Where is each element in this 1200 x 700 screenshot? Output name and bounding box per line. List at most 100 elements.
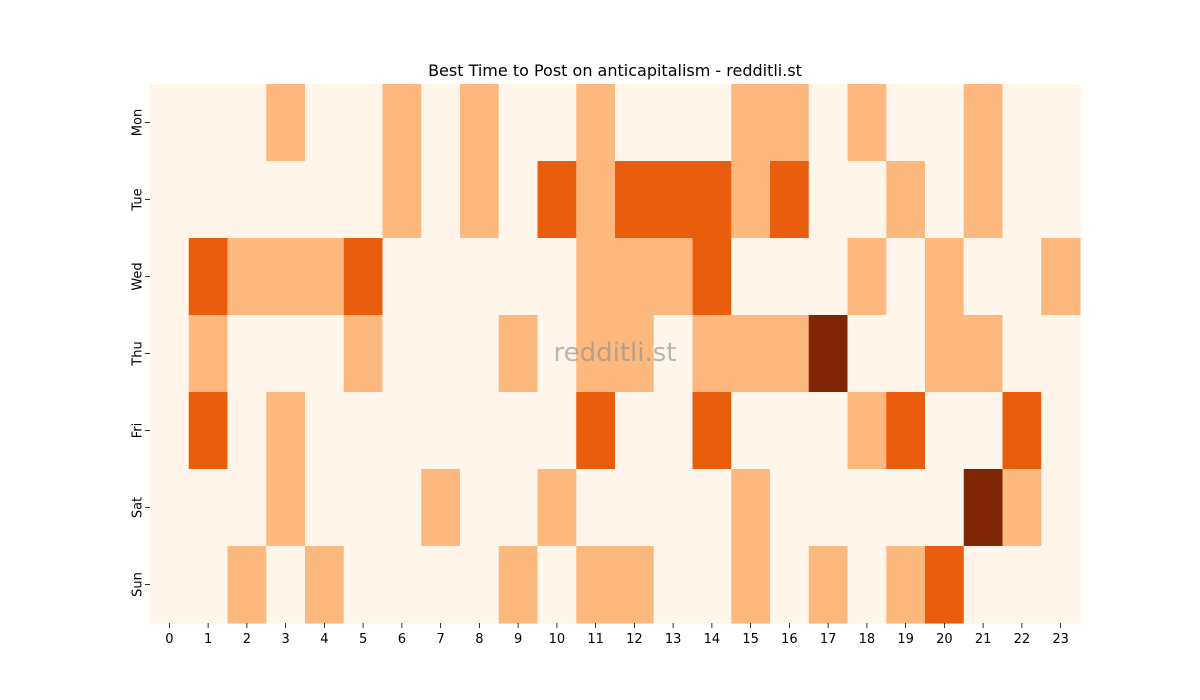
heatmap-cell-wed-22 (1002, 238, 1042, 316)
heatmap-cell-mon-5 (343, 84, 384, 162)
heatmap-cell-fri-5 (343, 392, 384, 470)
heatmap-cell-tue-18 (847, 161, 887, 239)
heatmap-cell-thu-1 (188, 315, 229, 393)
heatmap-cell-mon-12 (615, 84, 655, 162)
heatmap-cell-wed-11 (576, 238, 616, 316)
heatmap-cell-fri-18 (847, 392, 887, 470)
x-tick-label: 23 (1052, 632, 1069, 647)
x-tick-label: 18 (859, 632, 876, 647)
heatmap-cell-thu-21 (963, 315, 1004, 393)
heatmap-cell-sat-9 (498, 469, 539, 547)
heatmap-cell-thu-13 (653, 315, 694, 393)
x-tick-label: 19 (897, 632, 914, 647)
heatmap-cell-wed-3 (266, 238, 306, 316)
heatmap-cell-wed-6 (382, 238, 422, 316)
heatmap-cell-mon-13 (653, 84, 694, 162)
heatmap-cell-mon-9 (498, 84, 539, 162)
heatmap-cell-fri-9 (498, 392, 539, 470)
heatmap-cell-sun-2 (227, 546, 267, 624)
heatmap-cell-tue-10 (537, 161, 577, 239)
x-tick-label: 12 (626, 632, 643, 647)
heatmap-cell-fri-14 (692, 392, 732, 470)
heatmap-cell-fri-13 (653, 392, 694, 470)
heatmap-cell-wed-13 (653, 238, 694, 316)
heatmap-cell-thu-23 (1041, 315, 1081, 393)
heatmap-cell-fri-6 (382, 392, 422, 470)
x-tick-label: 7 (436, 632, 444, 647)
heatmap-cell-mon-10 (537, 84, 577, 162)
heatmap-cell-thu-14 (692, 315, 732, 393)
heatmap-cell-sat-1 (188, 469, 229, 547)
heatmap-cell-tue-23 (1041, 161, 1081, 239)
heatmap-cell-sat-16 (770, 469, 810, 547)
heatmap-cell-sat-18 (847, 469, 887, 547)
heatmap-cell-mon-20 (925, 84, 965, 162)
heatmap-cell-mon-1 (188, 84, 229, 162)
heatmap-cell-sat-10 (537, 469, 577, 547)
heatmap-cell-thu-22 (1002, 315, 1042, 393)
heatmap-cell-thu-12 (615, 315, 655, 393)
heatmap-cell-tue-20 (925, 161, 965, 239)
heatmap-cell-fri-15 (731, 392, 771, 470)
heatmap-cell-sat-7 (421, 469, 461, 547)
heatmap-cell-sun-1 (188, 546, 229, 624)
heatmap-cell-mon-22 (1002, 84, 1042, 162)
heatmap-cell-tue-14 (692, 161, 732, 239)
heatmap-cell-mon-6 (382, 84, 422, 162)
heatmap-cell-tue-2 (227, 161, 267, 239)
heatmap-cell-tue-6 (382, 161, 422, 239)
heatmap-cell-wed-8 (460, 238, 500, 316)
heatmap-cell-thu-6 (382, 315, 422, 393)
x-tick-label: 13 (665, 632, 682, 647)
heatmap-cell-sun-5 (343, 546, 384, 624)
heatmap-cell-mon-21 (963, 84, 1004, 162)
heatmap-cell-thu-4 (305, 315, 345, 393)
heatmap-cell-fri-8 (460, 392, 500, 470)
heatmap-cell-mon-15 (731, 84, 771, 162)
heatmap-cell-wed-12 (615, 238, 655, 316)
heatmap-cell-fri-3 (266, 392, 306, 470)
heatmap-cell-thu-10 (537, 315, 577, 393)
x-tick-label: 11 (587, 632, 604, 647)
heatmap-cell-tue-17 (808, 161, 849, 239)
heatmap-cell-fri-16 (770, 392, 810, 470)
heatmap-cell-sun-14 (692, 546, 732, 624)
heatmap-cell-thu-11 (576, 315, 616, 393)
heatmap-cell-mon-8 (460, 84, 500, 162)
y-axis: Mon Tue Wed Thu Fri Sat Sun (131, 109, 150, 597)
heatmap-cell-sun-8 (460, 546, 500, 624)
heatmap-cell-sat-5 (343, 469, 384, 547)
heatmap-cell-thu-7 (421, 315, 461, 393)
x-tick-label: 10 (549, 632, 566, 647)
heatmap-cell-tue-21 (963, 161, 1004, 239)
heatmap-cell-thu-15 (731, 315, 771, 393)
heatmap-cell-sun-12 (615, 546, 655, 624)
heatmap-cell-wed-23 (1041, 238, 1081, 316)
heatmap-cell-sun-23 (1041, 546, 1081, 624)
x-tick-label: 14 (704, 632, 721, 647)
heatmap-cell-wed-19 (886, 238, 926, 316)
heatmap-cell-thu-17 (808, 315, 849, 393)
y-tick-label: Tue (131, 188, 146, 211)
heatmap-cell-mon-11 (576, 84, 616, 162)
watermark: redditli.st (554, 338, 677, 368)
heatmap-cell-sun-15 (731, 546, 771, 624)
heatmap-cell-fri-11 (576, 392, 616, 470)
heatmap-cell-wed-9 (498, 238, 539, 316)
heatmap-cell-sun-10 (537, 546, 577, 624)
x-tick-label: 1 (204, 632, 212, 647)
y-tick-label: Sun (131, 572, 146, 597)
heatmap-cell-tue-22 (1002, 161, 1042, 239)
x-tick-label: 22 (1014, 632, 1031, 647)
heatmap-cell-thu-20 (925, 315, 965, 393)
heatmap-cell-mon-16 (770, 84, 810, 162)
heatmap-cell-thu-9 (498, 315, 539, 393)
heatmap-cell-wed-7 (421, 238, 461, 316)
x-tick-label: 8 (475, 632, 483, 647)
heatmap-cell-sun-19 (886, 546, 926, 624)
heatmap-cell-wed-17 (808, 238, 849, 316)
heatmap-cell-tue-12 (615, 161, 655, 239)
x-tick-label: 17 (820, 632, 837, 647)
heatmap-cell-thu-2 (227, 315, 267, 393)
